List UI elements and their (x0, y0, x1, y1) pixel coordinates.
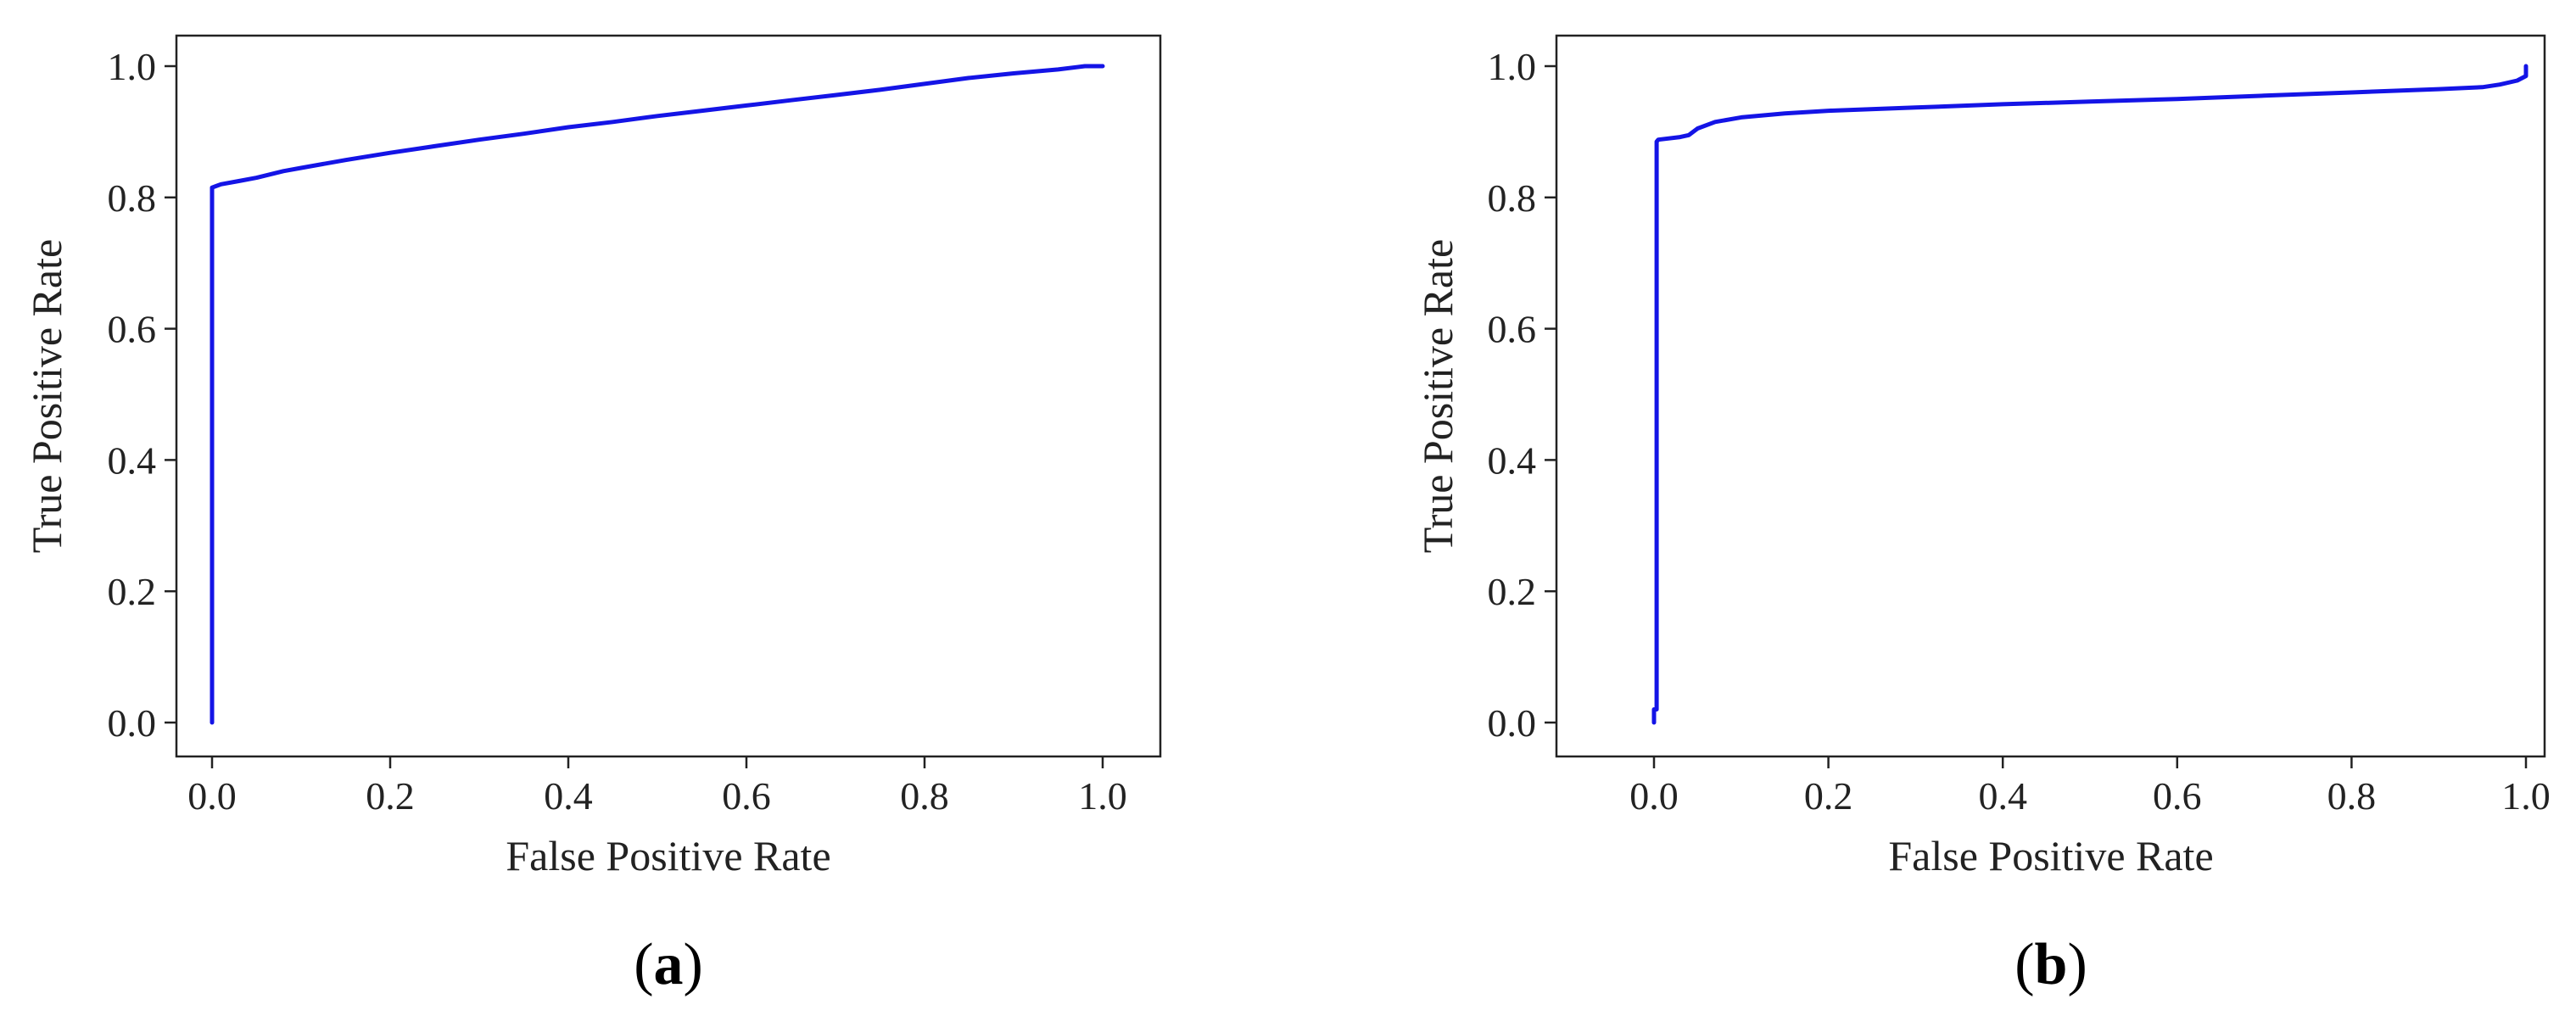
x-tick-label: 0.4 (1978, 774, 2027, 818)
y-tick-label: 0.0 (1488, 701, 1537, 745)
x-ticks-a: 0.0 0.2 0.4 0.6 0.8 1.0 (187, 756, 1127, 818)
panel-a: 0.0 0.2 0.4 0.6 0.8 1.0 0.0 0.2 0.4 0.6 0.8 1.0 Fa… (23, 34, 1162, 997)
roc-curve-a (210, 64, 1105, 725)
x-tick-label: 0.8 (900, 774, 949, 818)
x-tick-label: 0.4 (544, 774, 593, 818)
panel-b: 0.0 0.2 0.4 0.6 0.8 1.0 0.0 0.2 0.4 0.6 0.8 1.0 Fa… (1414, 34, 2551, 997)
y-ticks-b: 0.0 0.2 0.4 0.6 0.8 1.0 (1488, 45, 1556, 745)
y-tick-label: 0.4 (1488, 438, 1537, 482)
panel-label-a: (a) (634, 932, 703, 997)
y-tick-label: 1.0 (108, 45, 157, 88)
x-tick-label: 0.0 (1629, 774, 1679, 818)
y-axis-title-b: True Positive Rate (1414, 239, 1461, 553)
x-tick-label: 1.0 (2501, 774, 2551, 818)
y-tick-label: 0.0 (108, 701, 157, 745)
y-tick-label: 0.8 (1488, 176, 1537, 220)
y-axis-title-a: True Positive Rate (23, 239, 70, 553)
y-ticks-a: 0.0 0.2 0.4 0.6 0.8 1.0 (108, 45, 176, 745)
y-tick-label: 0.6 (1488, 308, 1537, 351)
x-tick-label: 0.6 (722, 774, 771, 818)
y-tick-label: 0.4 (108, 438, 157, 482)
x-tick-label: 0.2 (1804, 774, 1853, 818)
x-axis-title-a: False Positive Rate (506, 832, 830, 879)
panel-label-a-letter: a (654, 932, 684, 997)
x-tick-label: 0.8 (2327, 774, 2377, 818)
y-tick-label: 0.6 (108, 308, 157, 351)
x-tick-label: 0.2 (366, 774, 415, 818)
plot-frame-a (175, 34, 1162, 758)
roc-curve-b (1651, 64, 2529, 725)
x-ticks-b: 0.0 0.2 0.4 0.6 0.8 1.0 (1629, 756, 2551, 818)
panel-label-b-letter: b (2035, 932, 2068, 997)
x-tick-label: 0.0 (187, 774, 237, 818)
plot-frame-b (1555, 34, 2546, 758)
y-tick-label: 0.8 (108, 176, 157, 220)
x-tick-label: 1.0 (1078, 774, 1127, 818)
panel-label-b: (b) (2014, 932, 2087, 997)
y-tick-label: 0.2 (1488, 570, 1537, 613)
x-tick-label: 0.6 (2153, 774, 2202, 818)
y-tick-label: 0.2 (108, 570, 157, 613)
y-tick-label: 1.0 (1488, 45, 1537, 88)
x-axis-title-b: False Positive Rate (1888, 832, 2213, 879)
